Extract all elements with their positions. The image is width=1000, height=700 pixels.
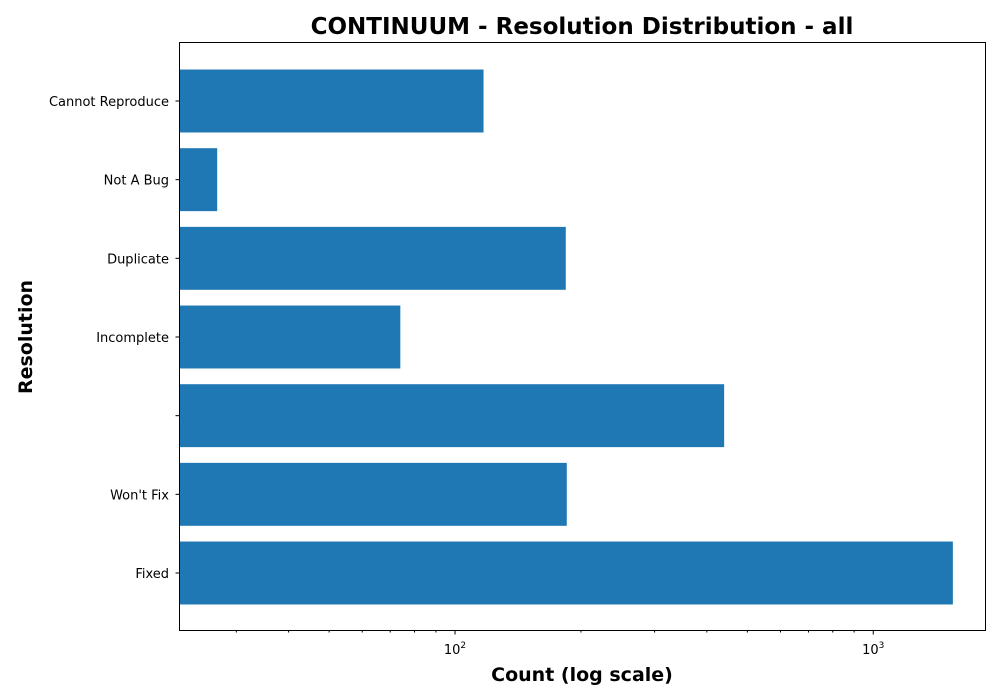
bar (180, 69, 484, 133)
y-ticks-group: Fixed Won't Fix Incomplete Duplicate Not A B… (49, 95, 180, 582)
y-tick-label: Fixed (135, 567, 169, 582)
plot-frame (179, 42, 986, 631)
bars-group (180, 69, 953, 605)
x-tick-label: 102 (444, 641, 466, 658)
bar (180, 226, 566, 290)
x-axis-label: Count (log scale) (491, 664, 673, 686)
x-ticks-group: 102 103 (235, 630, 884, 658)
bar (180, 541, 953, 605)
bar (180, 384, 725, 448)
y-tick-label: Cannot Reproduce (49, 95, 169, 110)
bar (180, 462, 567, 526)
x-tick-label: 103 (862, 641, 884, 658)
bar (180, 148, 218, 212)
y-axis-label: Resolution (15, 280, 37, 394)
y-tick-label: Not A Bug (104, 174, 169, 189)
chart-title: CONTINUUM - Resolution Distribution - al… (311, 14, 854, 40)
y-tick-label: Won't Fix (110, 488, 169, 503)
bar (180, 305, 401, 369)
y-tick-label: Incomplete (96, 331, 169, 346)
y-tick-label: Duplicate (107, 252, 169, 267)
